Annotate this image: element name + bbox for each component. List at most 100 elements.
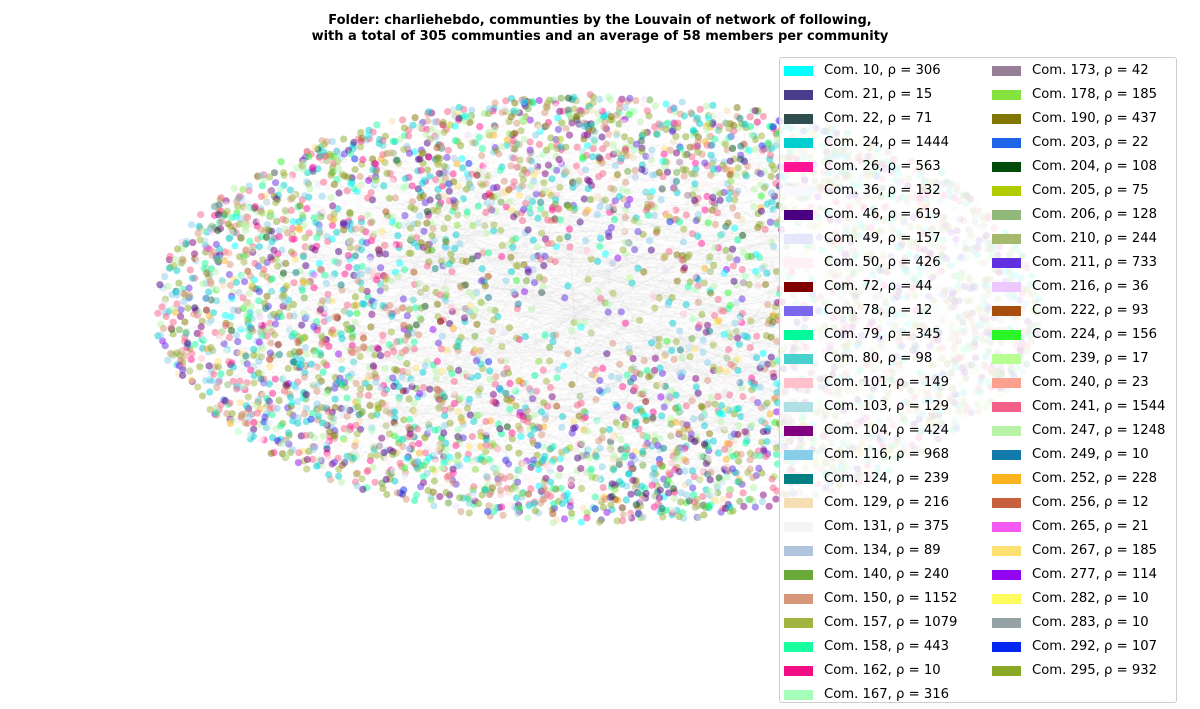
network-node xyxy=(380,449,388,457)
network-edge xyxy=(719,199,759,288)
network-node xyxy=(540,179,548,187)
network-node xyxy=(646,237,654,245)
network-node xyxy=(353,430,361,438)
network-edge xyxy=(608,311,793,387)
network-node xyxy=(726,333,735,341)
network-node xyxy=(626,402,634,410)
network-node xyxy=(301,192,309,200)
network-node xyxy=(328,326,337,334)
network-node xyxy=(577,464,585,473)
network-node xyxy=(619,383,627,391)
network-node xyxy=(520,460,528,468)
network-node xyxy=(230,184,238,192)
network-node xyxy=(357,246,365,254)
network-node xyxy=(292,269,300,277)
network-node xyxy=(750,203,758,211)
network-node xyxy=(273,428,281,437)
network-node xyxy=(406,415,414,423)
network-node xyxy=(610,215,619,224)
network-node xyxy=(488,327,496,335)
network-node xyxy=(595,387,604,395)
network-node xyxy=(214,363,222,371)
network-node xyxy=(409,121,417,129)
network-edge xyxy=(267,114,554,206)
network-node xyxy=(311,143,319,151)
network-node xyxy=(244,419,252,428)
network-node xyxy=(706,476,714,484)
network-node xyxy=(727,177,735,185)
network-node xyxy=(478,491,486,499)
network-node xyxy=(385,430,394,438)
network-node xyxy=(704,219,712,227)
network-edge xyxy=(478,180,733,318)
network-edge xyxy=(431,321,501,357)
network-node xyxy=(761,280,770,289)
network-node xyxy=(770,373,778,381)
network-node xyxy=(176,312,185,320)
network-node xyxy=(182,240,190,248)
network-node xyxy=(651,354,660,362)
network-node xyxy=(614,171,622,179)
network-node xyxy=(759,349,767,357)
network-node xyxy=(727,133,735,141)
network-node xyxy=(538,229,546,237)
network-node xyxy=(735,340,743,348)
network-node xyxy=(658,412,666,420)
network-node xyxy=(226,260,234,269)
network-node xyxy=(245,332,253,340)
network-node xyxy=(548,175,556,183)
network-node xyxy=(689,126,698,134)
network-node xyxy=(504,369,513,377)
network-node xyxy=(299,211,307,219)
network-node xyxy=(405,149,413,157)
network-node xyxy=(289,218,297,226)
network-node xyxy=(542,377,551,385)
network-node xyxy=(540,495,548,503)
network-node xyxy=(369,463,377,471)
network-node xyxy=(255,338,263,346)
network-node xyxy=(307,415,315,423)
network-node xyxy=(572,162,581,170)
network-node xyxy=(371,478,379,486)
network-node xyxy=(538,288,546,296)
network-node xyxy=(435,169,443,178)
network-edge xyxy=(442,242,454,413)
network-node xyxy=(517,432,525,441)
network-node xyxy=(634,264,642,272)
network-node xyxy=(274,262,282,270)
network-node xyxy=(305,229,313,237)
network-node xyxy=(532,190,540,198)
network-edge xyxy=(594,138,616,165)
network-node xyxy=(515,449,523,457)
network-node xyxy=(717,180,726,188)
network-node xyxy=(609,332,617,340)
network-node xyxy=(733,334,742,342)
network-node xyxy=(327,193,335,202)
network-node xyxy=(546,343,554,351)
network-edge xyxy=(325,245,716,422)
network-node xyxy=(302,350,310,358)
network-node xyxy=(727,185,735,193)
network-edge xyxy=(502,240,692,490)
network-node xyxy=(557,484,565,492)
network-node xyxy=(393,307,401,315)
network-node xyxy=(593,211,602,219)
network-node xyxy=(649,413,657,422)
network-node xyxy=(716,409,725,417)
network-node xyxy=(500,177,508,185)
network-node xyxy=(612,148,621,156)
network-node xyxy=(627,490,635,498)
network-edge xyxy=(353,291,560,320)
network-node xyxy=(753,354,761,362)
network-edge xyxy=(493,275,610,461)
network-edge xyxy=(357,178,508,343)
network-node xyxy=(653,226,661,234)
network-node xyxy=(739,248,747,256)
network-node xyxy=(734,236,742,244)
network-node xyxy=(198,317,206,325)
network-node xyxy=(350,302,358,310)
network-edge xyxy=(433,239,513,505)
network-node xyxy=(274,341,282,349)
network-node xyxy=(707,468,715,477)
network-node xyxy=(481,221,489,230)
